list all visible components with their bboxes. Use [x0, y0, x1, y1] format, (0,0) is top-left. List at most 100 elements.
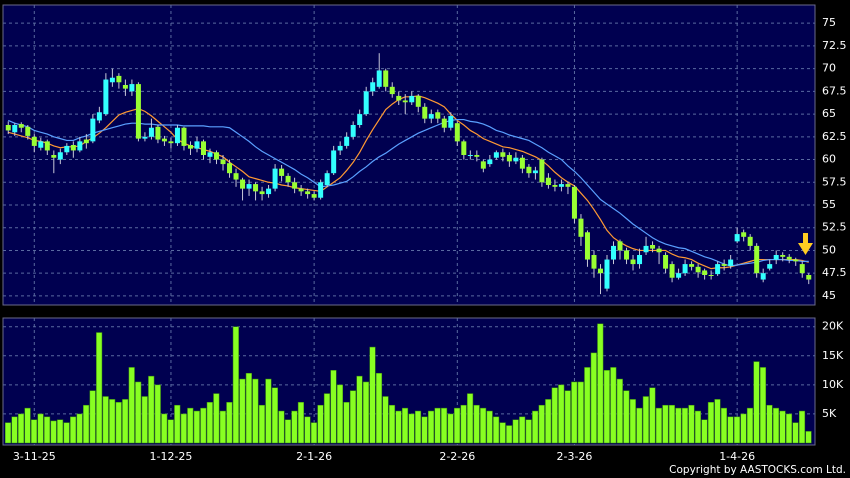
candle-body	[383, 70, 389, 87]
volume-bar	[460, 404, 467, 444]
volume-bar	[265, 378, 272, 444]
volume-bar	[115, 402, 122, 444]
candle-body	[435, 112, 441, 119]
volume-bar	[83, 404, 90, 444]
volume-bar	[545, 399, 552, 444]
candle-body	[760, 273, 766, 280]
y-tick-label: 10K	[822, 378, 844, 391]
volume-bar	[746, 407, 754, 444]
candle-body	[331, 150, 337, 174]
volume-bar	[597, 323, 604, 444]
volume-bar	[701, 419, 708, 444]
volume-bar	[89, 390, 96, 444]
candle-body	[519, 157, 525, 169]
candle-body	[500, 152, 506, 157]
candle-body	[266, 188, 272, 195]
volume-bar	[603, 370, 610, 444]
arrow-head	[798, 243, 813, 255]
candle-body	[571, 186, 577, 219]
candle-body	[682, 264, 688, 274]
candle-body	[656, 248, 662, 253]
candle-body	[461, 141, 467, 155]
volume-bar	[128, 367, 135, 444]
candle-body	[773, 255, 779, 260]
candle-body	[734, 234, 740, 242]
candle-body	[116, 75, 122, 83]
y-tick-label: 65	[822, 107, 836, 120]
volume-bar	[271, 387, 278, 444]
volume-bar	[96, 332, 103, 444]
candle-body	[591, 255, 597, 269]
candle-body	[480, 161, 486, 169]
candle-body	[747, 236, 753, 246]
candle-body	[292, 182, 298, 189]
candle-body	[415, 95, 421, 107]
candle-body	[611, 245, 617, 260]
volume-bar	[11, 416, 18, 444]
candle-body	[715, 264, 721, 275]
candle-body	[318, 182, 324, 198]
volume-bar	[252, 378, 259, 444]
volume-bar	[512, 419, 519, 444]
candle-body	[5, 125, 11, 131]
volume-bar	[577, 381, 584, 444]
volume-bar	[76, 413, 83, 444]
volume-bar	[102, 396, 109, 444]
candle-body	[272, 168, 278, 189]
candle-body	[233, 173, 239, 180]
volume-bar	[499, 422, 506, 444]
candle-body	[311, 194, 317, 198]
volume-bar	[167, 419, 174, 444]
candle-body	[708, 275, 714, 276]
volume-bar	[519, 416, 526, 444]
x-tick-label: 1-12-25	[149, 450, 192, 463]
y-tick-label: 55	[822, 198, 836, 211]
candle-body	[174, 127, 180, 144]
volume-bar	[343, 402, 350, 444]
volume-bar	[239, 378, 246, 444]
candle-body	[604, 259, 610, 289]
volume-bar	[226, 402, 233, 444]
volume-bar	[330, 370, 337, 444]
candle-body	[142, 136, 148, 139]
candle-body	[122, 85, 128, 89]
candle-body	[526, 166, 532, 174]
volume-bar	[180, 413, 187, 444]
candle-body	[83, 139, 89, 144]
volume-bar	[382, 396, 389, 444]
volume-bar	[610, 367, 617, 444]
candle-body	[578, 218, 584, 237]
candle-body	[624, 250, 630, 260]
volume-bar	[310, 422, 317, 444]
candle-body	[493, 152, 499, 158]
volume-bar	[395, 410, 402, 444]
volume-bar	[694, 410, 701, 444]
candle-body	[305, 191, 311, 195]
candle-body	[617, 241, 623, 251]
volume-bar	[662, 404, 669, 444]
volume-bar	[798, 410, 806, 444]
volume-bar	[24, 407, 31, 444]
candle-body	[702, 270, 708, 275]
volume-bar	[31, 419, 38, 444]
volume-bar	[193, 410, 200, 444]
volume-bar	[174, 404, 181, 444]
volume-bar	[161, 413, 168, 444]
volume-bar	[467, 393, 474, 444]
volume-bar	[564, 390, 571, 444]
copyright: Copyright by AASTOCKS.com Ltd.	[669, 464, 846, 476]
volume-bar	[707, 402, 714, 444]
candle-body	[90, 118, 96, 142]
candle-body	[12, 125, 18, 133]
moving-average-line	[8, 95, 809, 270]
candle-body	[441, 118, 447, 128]
candle-body	[780, 255, 786, 257]
volume-bar	[141, 396, 148, 444]
volume-bar	[642, 396, 649, 444]
candle-body	[565, 184, 571, 187]
candle-body	[155, 126, 161, 140]
volume-bar	[232, 326, 239, 444]
candle-body	[793, 259, 799, 262]
volume-bar	[200, 407, 207, 444]
candle-body	[728, 259, 734, 266]
